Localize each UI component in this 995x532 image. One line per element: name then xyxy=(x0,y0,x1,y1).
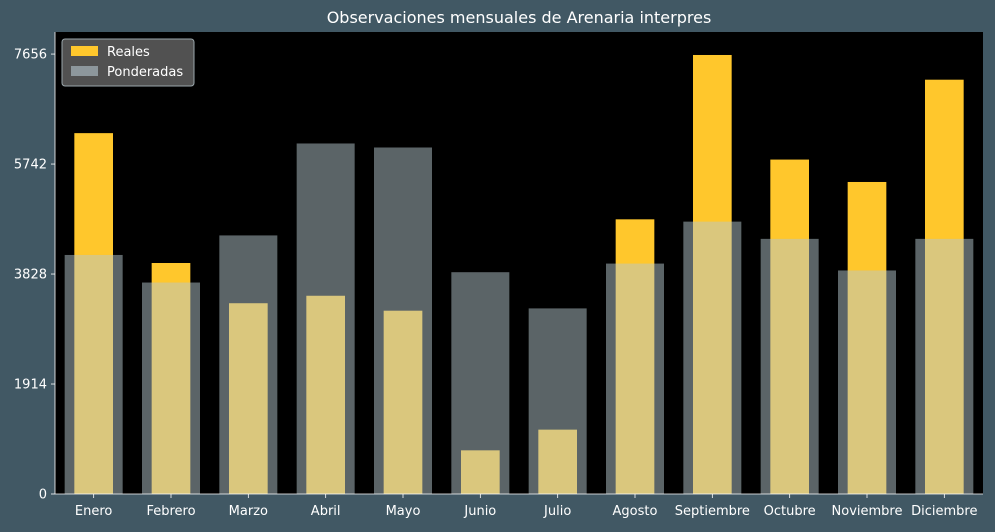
bar-ponderadas[interactable] xyxy=(296,143,355,495)
x-tick-label: Noviembre xyxy=(832,504,903,519)
legend-label: Ponderadas xyxy=(107,65,183,80)
bar-ponderadas[interactable] xyxy=(838,270,896,494)
y-tick-label: 7656 xyxy=(14,48,47,63)
axes-layer: 0 1914 3828 5742 7656 Enero Febrero Marzo Abril M… xyxy=(14,32,983,519)
legend[interactable]: Reales Ponderadas xyxy=(61,38,195,87)
x-tick-label: Enero xyxy=(75,504,113,519)
x-tick-label: Febrero xyxy=(146,504,195,519)
bar-ponderadas[interactable] xyxy=(606,263,664,494)
x-tick-label: Julio xyxy=(543,504,571,519)
chart-title: Observaciones mensuales de Arenaria inte… xyxy=(327,8,712,27)
bar-ponderadas[interactable] xyxy=(915,238,974,494)
x-tick-label: Abril xyxy=(311,504,341,519)
bar-ponderadas[interactable] xyxy=(64,254,123,494)
legend-label: Reales xyxy=(107,45,150,60)
bar-ponderadas[interactable] xyxy=(683,221,742,494)
y-tick-label: 5742 xyxy=(14,158,47,173)
x-tick-label: Agosto xyxy=(613,504,658,519)
bar-ponderadas[interactable] xyxy=(451,272,510,494)
bar-ponderadas[interactable] xyxy=(219,235,278,494)
legend-swatch xyxy=(71,46,98,56)
x-tick-label: Mayo xyxy=(386,504,421,519)
bar-ponderadas[interactable] xyxy=(528,308,587,494)
x-tick-label: Marzo xyxy=(229,504,268,519)
y-tick-label: 0 xyxy=(39,488,47,503)
x-tick-label: Junio xyxy=(463,504,496,519)
y-tick-label: 3828 xyxy=(14,268,47,283)
x-tick-label: Octubre xyxy=(764,504,816,519)
x-tick-label: Septiembre xyxy=(675,504,750,519)
bar-ponderadas[interactable] xyxy=(760,238,819,494)
x-tick-label: Diciembre xyxy=(911,504,977,519)
plot-area xyxy=(55,32,983,494)
bars-layer xyxy=(64,54,974,495)
bar-ponderadas[interactable] xyxy=(374,147,432,495)
bar-ponderadas[interactable] xyxy=(142,282,200,494)
legend-swatch xyxy=(71,66,98,76)
y-tick-label: 1914 xyxy=(14,378,47,393)
